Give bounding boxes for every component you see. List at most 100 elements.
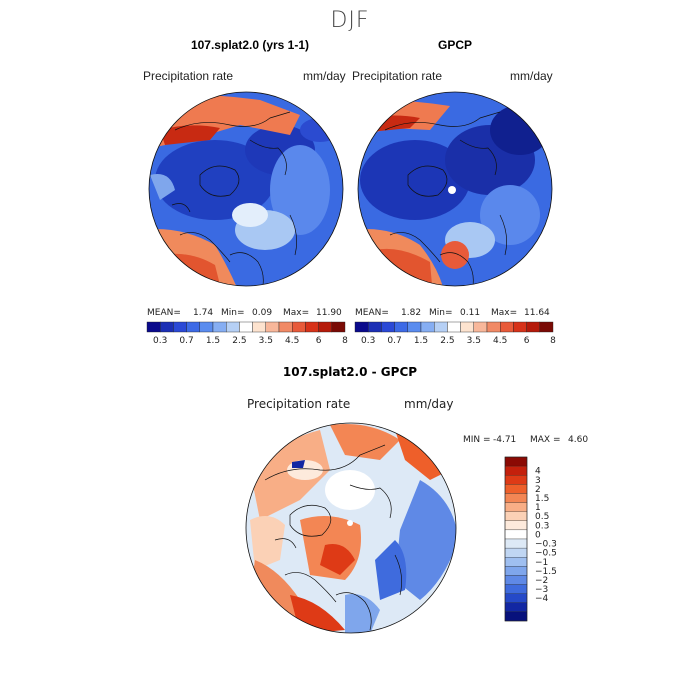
precip-colorbar-left-swatch	[252, 321, 267, 333]
precip-colorbar-right-swatch	[407, 321, 422, 333]
precip-colorbar-right-swatch	[486, 321, 501, 333]
diff-colorbar-swatch	[504, 538, 528, 549]
precip-colorbar-left-swatch	[239, 321, 253, 333]
diff-colorbar-swatch	[504, 511, 528, 521]
panel2-min-value: 0.11	[460, 308, 480, 318]
diff-colorbar-tick-label: 3	[535, 476, 541, 486]
diff-colorbar-tick-label: −4	[535, 594, 549, 604]
panel1-title: 107.splat2.0 (yrs 1-1)	[190, 38, 310, 52]
diff-max-value: 4.60	[568, 435, 588, 445]
diff-colorbar-swatch	[504, 547, 528, 558]
diff-colorbar-swatch	[504, 475, 528, 485]
precip-colorbar-right-swatch	[354, 321, 369, 333]
diff-colorbar-swatch	[504, 584, 528, 594]
diff-colorbar-tick-label: −2	[535, 576, 548, 586]
diff-colorbar-tick-label: −1	[535, 558, 548, 568]
panel1-min-value: 0.09	[252, 308, 272, 318]
precip-colorbar-left-swatch	[159, 321, 174, 333]
precip-colorbar-right-swatch	[526, 321, 540, 333]
panel1-max-value: 11.90	[316, 308, 342, 318]
panel2-min-label: Min=	[429, 308, 453, 318]
panel2-max-value: 11.64	[524, 308, 550, 318]
diff-colorbar-tick-label: 1	[535, 503, 541, 513]
precip-colorbar-left-swatch	[305, 321, 319, 333]
panel1-mean-label: MEAN=	[147, 308, 181, 318]
diff-colorbar-tick-label: −3	[535, 585, 548, 595]
precip-colorbar-right-swatch	[513, 321, 527, 333]
precip-colorbar-left-tick-label: 4.5	[285, 336, 299, 346]
panel1-units: mm/day	[303, 69, 346, 83]
diff-colorbar-swatch	[504, 602, 528, 613]
precip-colorbar-right-swatch	[420, 321, 435, 333]
precip-colorbar-right-swatch	[381, 321, 395, 333]
precip-colorbar-right-tick-label: 0.3	[361, 336, 375, 346]
precip-colorbar-right-swatch	[539, 321, 554, 333]
precip-colorbar-right-tick-label: 0.7	[387, 336, 401, 346]
panel2-max-label: Max=	[491, 308, 517, 318]
panel2-units: mm/day	[510, 69, 553, 83]
diff-variable: Precipitation rate	[247, 397, 350, 411]
precip-colorbar-right-swatch	[394, 321, 409, 333]
diff-colorbar-tick-label: 4	[535, 467, 541, 477]
precip-colorbar-right-tick-label: 8	[550, 336, 556, 346]
precip-colorbar-left-tick-label: 0.7	[179, 336, 193, 346]
precip-colorbar-right-tick-label: 2.5	[440, 336, 454, 346]
diff-min-value: -4.71	[493, 435, 516, 445]
precip-colorbar-right-swatch	[460, 321, 475, 333]
panel1-mean-value: 1.74	[193, 308, 213, 318]
diff-colorbar-swatch	[504, 557, 528, 567]
precip-colorbar-right-swatch	[500, 321, 514, 333]
precip-colorbar-left-swatch	[292, 321, 306, 333]
diff-colorbar-swatch	[504, 520, 528, 531]
precip-colorbar-left-tick-label: 3.5	[259, 336, 273, 346]
panel2-mean-label: MEAN=	[355, 308, 389, 318]
diff-colorbar-swatch	[504, 593, 528, 603]
precip-colorbar-left-tick-label: 8	[342, 336, 348, 346]
diff-units: mm/day	[404, 397, 454, 411]
diff-colorbar-swatch	[504, 484, 528, 494]
diff-colorbar-tick-label: 0	[535, 530, 541, 540]
precip-colorbar-left: 0.3 0.7 1.5 2.5 3.5 4.5 6 8	[146, 321, 348, 346]
precip-colorbar-left-swatch	[146, 321, 161, 333]
precip-colorbar-left-swatch	[225, 321, 240, 333]
season-title: DJF	[330, 8, 370, 33]
panel2-variable: Precipitation rate	[352, 69, 443, 83]
panel2-mean-value: 1.82	[401, 308, 421, 318]
precip-colorbar-right-tick-label: 4.5	[493, 336, 507, 346]
model-precip-map	[148, 91, 344, 287]
precip-colorbar-left-swatch	[212, 321, 227, 333]
diff-colorbar-swatch	[504, 493, 528, 503]
diff-min-label: MIN =	[463, 435, 491, 445]
diff-colorbar-swatch	[504, 529, 528, 540]
gpcp-precip-map	[357, 91, 553, 287]
precip-colorbar-left-swatch	[186, 321, 201, 333]
diff-colorbar-tick-label: −0.3	[535, 540, 557, 550]
diff-colorbar-swatch	[504, 502, 528, 512]
diff-colorbar-swatch	[504, 575, 528, 585]
precip-colorbar-right-swatch	[368, 321, 382, 333]
precip-colorbar-right-swatch	[473, 321, 488, 333]
precip-colorbar-right: 0.3 0.7 1.5 2.5 3.5 4.5 6 8	[354, 321, 556, 346]
precip-colorbar-right-swatch	[447, 321, 461, 333]
precip-colorbar-left-swatch	[318, 321, 333, 333]
diff-colorbar-swatch	[504, 456, 528, 467]
panel1-variable: Precipitation rate	[143, 69, 234, 83]
panel2-title: GPCP	[437, 38, 472, 52]
diff-colorbar-swatch	[504, 465, 528, 476]
diff-max-label: MAX =	[530, 435, 561, 445]
diff-colorbar-swatch	[504, 566, 528, 576]
precip-colorbar-left-swatch	[278, 321, 293, 333]
precip-colorbar-left-tick-label: 6	[316, 336, 322, 346]
diff-colorbar-tick-label: 0.5	[535, 512, 549, 522]
precip-colorbar-left-swatch	[199, 321, 214, 333]
diff-colorbar-tick-label: 2	[535, 485, 541, 495]
precip-colorbar-right-tick-label: 1.5	[414, 336, 428, 346]
precip-colorbar-left-swatch	[173, 321, 187, 333]
precip-colorbar-right-swatch	[434, 321, 448, 333]
precip-colorbar-left-tick-label: 1.5	[206, 336, 220, 346]
precip-colorbar-left-tick-label: 0.3	[153, 336, 167, 346]
precip-colorbar-left-tick-label: 2.5	[232, 336, 246, 346]
difference-map	[245, 422, 457, 634]
